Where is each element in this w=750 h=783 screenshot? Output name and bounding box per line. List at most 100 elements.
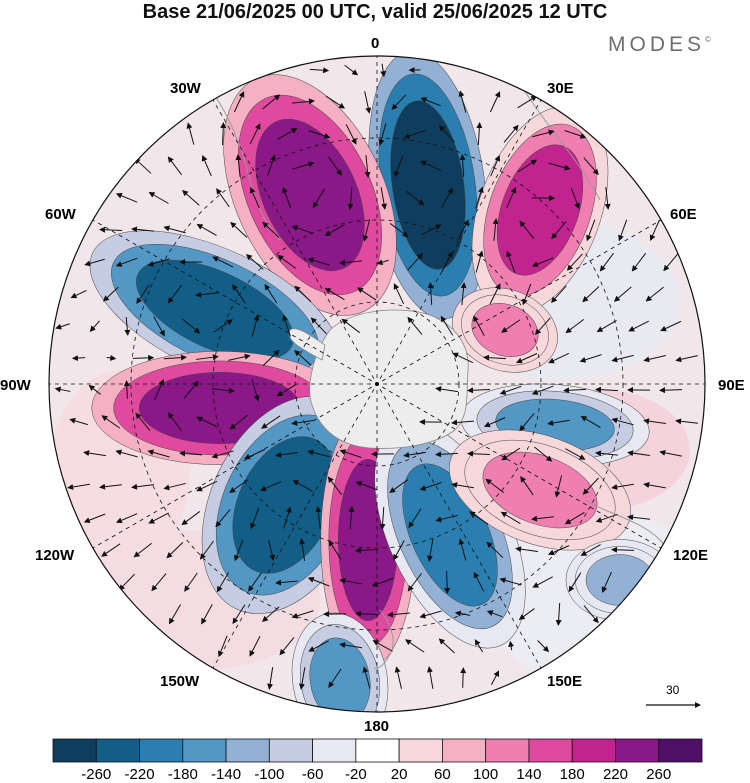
wind-arrow <box>467 387 491 394</box>
wind-arrow <box>212 256 234 268</box>
wind-arrow <box>531 257 554 268</box>
wind-arrow <box>611 354 634 363</box>
wind-arrow <box>649 219 660 241</box>
anomaly-pos-west <box>91 351 349 465</box>
wind-arrow <box>566 253 583 271</box>
wind-arrow <box>163 354 187 361</box>
antarctica-landmass <box>309 309 469 449</box>
wind-arrow <box>229 414 248 430</box>
lon-label-120e: 120E <box>673 547 709 564</box>
wind-arrow <box>490 154 501 177</box>
wind-arrow <box>244 448 266 460</box>
wind-arrow <box>216 188 230 208</box>
wind-arrow <box>341 318 361 334</box>
wind-arrow <box>83 450 106 457</box>
anomaly-contour <box>406 135 450 235</box>
wind-arrow <box>408 508 422 529</box>
wind-arrow <box>501 319 521 333</box>
wind-arrow <box>427 282 434 306</box>
colorbar-tick-label: 180 <box>559 766 585 783</box>
colorbar-swatch <box>528 738 573 763</box>
wind-arrow <box>475 250 484 273</box>
wind-arrow <box>232 604 246 625</box>
wind-arrow <box>115 257 138 267</box>
colorbar-tick-label: -20 <box>345 766 367 783</box>
wind-arrow <box>627 514 650 521</box>
wind-arrow <box>483 417 506 428</box>
wind-arrow <box>101 543 121 557</box>
wind-arrow <box>475 186 484 209</box>
wind-arrow <box>508 640 515 651</box>
wind-arrow <box>427 666 434 689</box>
colorbar-tick-label: 220 <box>602 766 628 783</box>
wind-arrow <box>99 483 122 490</box>
anomaly-contour <box>168 280 262 340</box>
wind-arrow <box>393 283 405 305</box>
wind-arrow <box>233 91 245 113</box>
wind-arrow <box>307 577 330 587</box>
wind-arrow <box>403 451 426 458</box>
anomaly-contour <box>322 655 358 705</box>
wind-arrow <box>601 571 612 593</box>
wind-arrow <box>184 572 198 592</box>
wind-arrow <box>476 122 483 146</box>
wind-arrow <box>133 542 152 558</box>
colorbar-tick-label: 140 <box>516 766 542 783</box>
wind-arrow <box>380 187 387 210</box>
wind-arrow <box>551 221 567 240</box>
wind-arrow <box>675 418 698 425</box>
wind-arrow <box>69 417 88 426</box>
wind-arrow <box>519 413 535 432</box>
wind-arrow <box>564 511 585 525</box>
wind-arrow <box>435 514 458 523</box>
wind-arrow <box>260 481 282 492</box>
wind-arrow <box>212 387 235 394</box>
wind-arrow <box>485 478 505 494</box>
wind-arrow <box>405 639 425 653</box>
wind-arrow <box>419 482 442 491</box>
wind-arrow <box>249 123 261 145</box>
wind-arrow <box>532 129 555 138</box>
anomaly-neg-far-southeast <box>565 539 675 621</box>
new-zealand-coast <box>373 609 394 669</box>
wind-arrow <box>586 219 596 242</box>
wind-arrow <box>277 128 298 140</box>
wind-arrow <box>628 320 650 332</box>
wind-arrow <box>467 450 491 457</box>
anomaly-contour <box>422 493 478 577</box>
colorbar-swatch <box>225 738 270 763</box>
wind-arrow <box>631 252 647 272</box>
wind-arrow <box>531 515 554 522</box>
colorbar-swatch <box>485 738 530 763</box>
wind-arrow <box>196 354 219 361</box>
wind-arrow <box>473 571 485 592</box>
wind-arrow <box>595 513 618 523</box>
wind-arrow <box>441 251 453 272</box>
wind-arrow <box>378 123 387 146</box>
wind-arrow <box>643 355 666 363</box>
wind-arrow <box>362 666 371 689</box>
wind-arrow <box>292 161 315 170</box>
wind-arrow <box>267 667 274 690</box>
wind-arrow <box>88 384 101 395</box>
wind-arrow <box>554 475 563 498</box>
wind-arrow <box>131 483 154 490</box>
wind-arrow <box>101 415 121 429</box>
wind-arrow <box>407 316 423 335</box>
wind-arrow <box>115 513 138 524</box>
wind-arrow <box>275 451 298 458</box>
wind-arrow <box>67 483 90 490</box>
wind-arrow <box>324 224 345 236</box>
wind-arrow <box>537 640 550 653</box>
wind-arrow <box>474 639 484 653</box>
wind-arrow <box>246 254 264 270</box>
wind-arrow <box>458 538 467 561</box>
wind-arrow <box>179 450 203 457</box>
wind-arrow <box>394 155 404 178</box>
wind-arrow <box>228 353 251 361</box>
wind-arrow <box>328 156 342 176</box>
wind-arrow <box>548 162 571 171</box>
wind-arrow <box>294 285 312 303</box>
reference-vector-label: 30 <box>666 683 680 697</box>
